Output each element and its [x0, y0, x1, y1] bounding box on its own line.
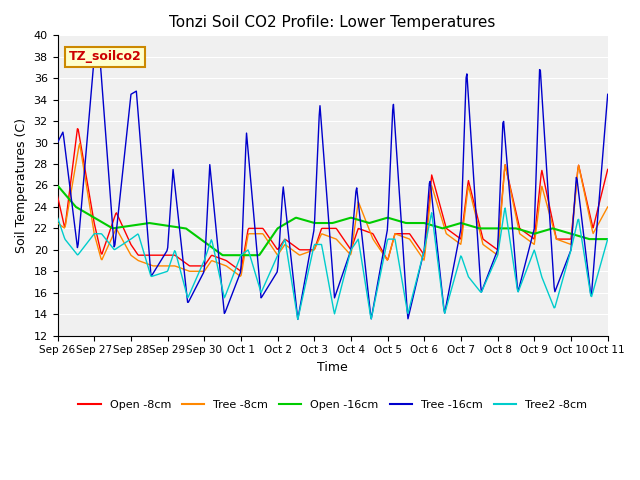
- X-axis label: Time: Time: [317, 361, 348, 374]
- Text: TZ_soilco2: TZ_soilco2: [68, 50, 141, 63]
- Y-axis label: Soil Temperatures (C): Soil Temperatures (C): [15, 118, 28, 253]
- Title: Tonzi Soil CO2 Profile: Lower Temperatures: Tonzi Soil CO2 Profile: Lower Temperatur…: [170, 15, 496, 30]
- Legend: Open -8cm, Tree -8cm, Open -16cm, Tree -16cm, Tree2 -8cm: Open -8cm, Tree -8cm, Open -16cm, Tree -…: [74, 395, 591, 414]
